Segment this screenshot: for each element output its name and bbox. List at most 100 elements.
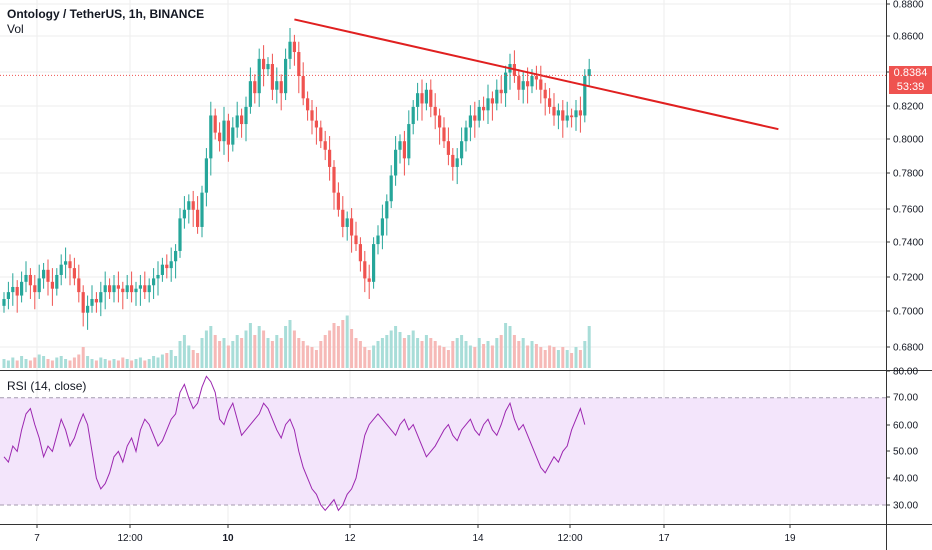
candle-body	[530, 76, 534, 87]
volume-bar	[319, 341, 323, 368]
candle-body	[398, 141, 402, 150]
candle-body	[486, 98, 490, 111]
volume-bar	[385, 335, 389, 368]
volume-bar	[380, 338, 384, 368]
candle-body	[33, 285, 37, 293]
volume-bar	[517, 341, 521, 368]
volume-bar	[204, 330, 208, 368]
candle-body	[539, 79, 543, 90]
candle-body	[301, 76, 305, 99]
candle-body	[455, 158, 459, 167]
volume-bar	[358, 341, 362, 368]
rsi-title[interactable]: RSI (14, close)	[7, 379, 87, 393]
volume-bar	[257, 326, 261, 368]
candle-body	[86, 305, 90, 313]
volume-bar	[11, 357, 15, 368]
candle-body	[336, 192, 340, 210]
volume-bar	[138, 357, 142, 368]
rsi-tick-label: 60.00	[893, 421, 918, 432]
candle-body	[174, 250, 178, 262]
candle-body	[244, 106, 248, 125]
candle-body	[213, 115, 217, 133]
candle-body	[297, 52, 301, 77]
time-tick-label: 12	[344, 533, 356, 544]
rsi-band	[0, 397, 886, 505]
volume-bar	[121, 357, 125, 368]
candle-body	[64, 261, 68, 265]
volume-bar	[152, 356, 156, 368]
candle-body	[323, 141, 327, 150]
volume-bar	[266, 338, 270, 368]
candle-body	[116, 285, 120, 289]
volume-bar	[174, 356, 178, 368]
volume-bar	[218, 341, 222, 368]
candle-body	[521, 81, 525, 90]
volume-bar	[253, 335, 257, 368]
volume-bar	[548, 345, 552, 368]
volume-bar	[464, 341, 468, 368]
candle-body	[284, 58, 288, 94]
volume-bar	[125, 359, 129, 368]
volume-bar	[209, 326, 213, 368]
volume-bar	[187, 345, 191, 368]
volume-bar	[446, 350, 450, 368]
volume-bar	[72, 357, 76, 368]
candle-body	[416, 93, 420, 107]
volume-bar	[147, 359, 151, 368]
candle-body	[152, 278, 156, 286]
candle-body	[24, 274, 28, 282]
volume-bar	[77, 354, 81, 368]
volume-bar	[55, 357, 59, 368]
candle-body	[270, 64, 274, 90]
volume-bar	[407, 335, 411, 368]
volume-bar	[231, 341, 235, 368]
candle-body	[526, 81, 530, 87]
volume-bar	[15, 360, 19, 368]
volume-bar	[240, 338, 244, 368]
candle-body	[534, 76, 538, 80]
volume-bar	[376, 341, 380, 368]
candle-body	[226, 120, 230, 145]
volume-bar	[68, 360, 72, 368]
volume-label[interactable]: Vol	[7, 22, 24, 36]
volume-bar	[411, 330, 415, 368]
volume-bar	[486, 341, 490, 368]
candle-body	[68, 261, 72, 269]
time-tick-label: 17	[658, 533, 670, 544]
symbol-title[interactable]: Ontology / TetherUS, 1h, BINANCE	[7, 7, 205, 21]
price-tick-label: 0.7800	[893, 169, 924, 180]
candle-body	[367, 278, 371, 282]
candle-body	[464, 127, 468, 142]
volume-bar	[222, 338, 226, 368]
volume-bar	[143, 360, 147, 368]
candle-body	[138, 285, 142, 289]
candle-body	[253, 81, 257, 94]
volume-bar	[81, 347, 85, 368]
candle-body	[548, 98, 552, 107]
candle-body	[169, 261, 173, 269]
candle-body	[72, 268, 76, 279]
candle-body	[482, 106, 486, 111]
volume-bar	[473, 347, 477, 368]
candle-body	[55, 274, 59, 289]
candle-body	[587, 69, 591, 77]
candle-body	[165, 264, 169, 269]
volume-bar	[235, 335, 239, 368]
volume-bar	[94, 360, 98, 368]
candle-body	[306, 98, 310, 111]
volume-bar	[367, 350, 371, 368]
candle-body	[420, 93, 424, 104]
volume-bar	[33, 357, 37, 368]
candle-body	[275, 81, 279, 90]
candle-body	[94, 298, 98, 303]
rsi-tick-label: 40.00	[893, 474, 918, 485]
volume-bar	[420, 341, 424, 368]
volume-bar	[350, 329, 354, 368]
volume-bar	[310, 347, 314, 368]
volume-bar	[306, 345, 310, 368]
candle-body	[583, 76, 587, 116]
candle-body	[108, 285, 112, 293]
rsi-tick-label: 30.00	[893, 501, 918, 512]
volume-bar	[363, 347, 367, 368]
